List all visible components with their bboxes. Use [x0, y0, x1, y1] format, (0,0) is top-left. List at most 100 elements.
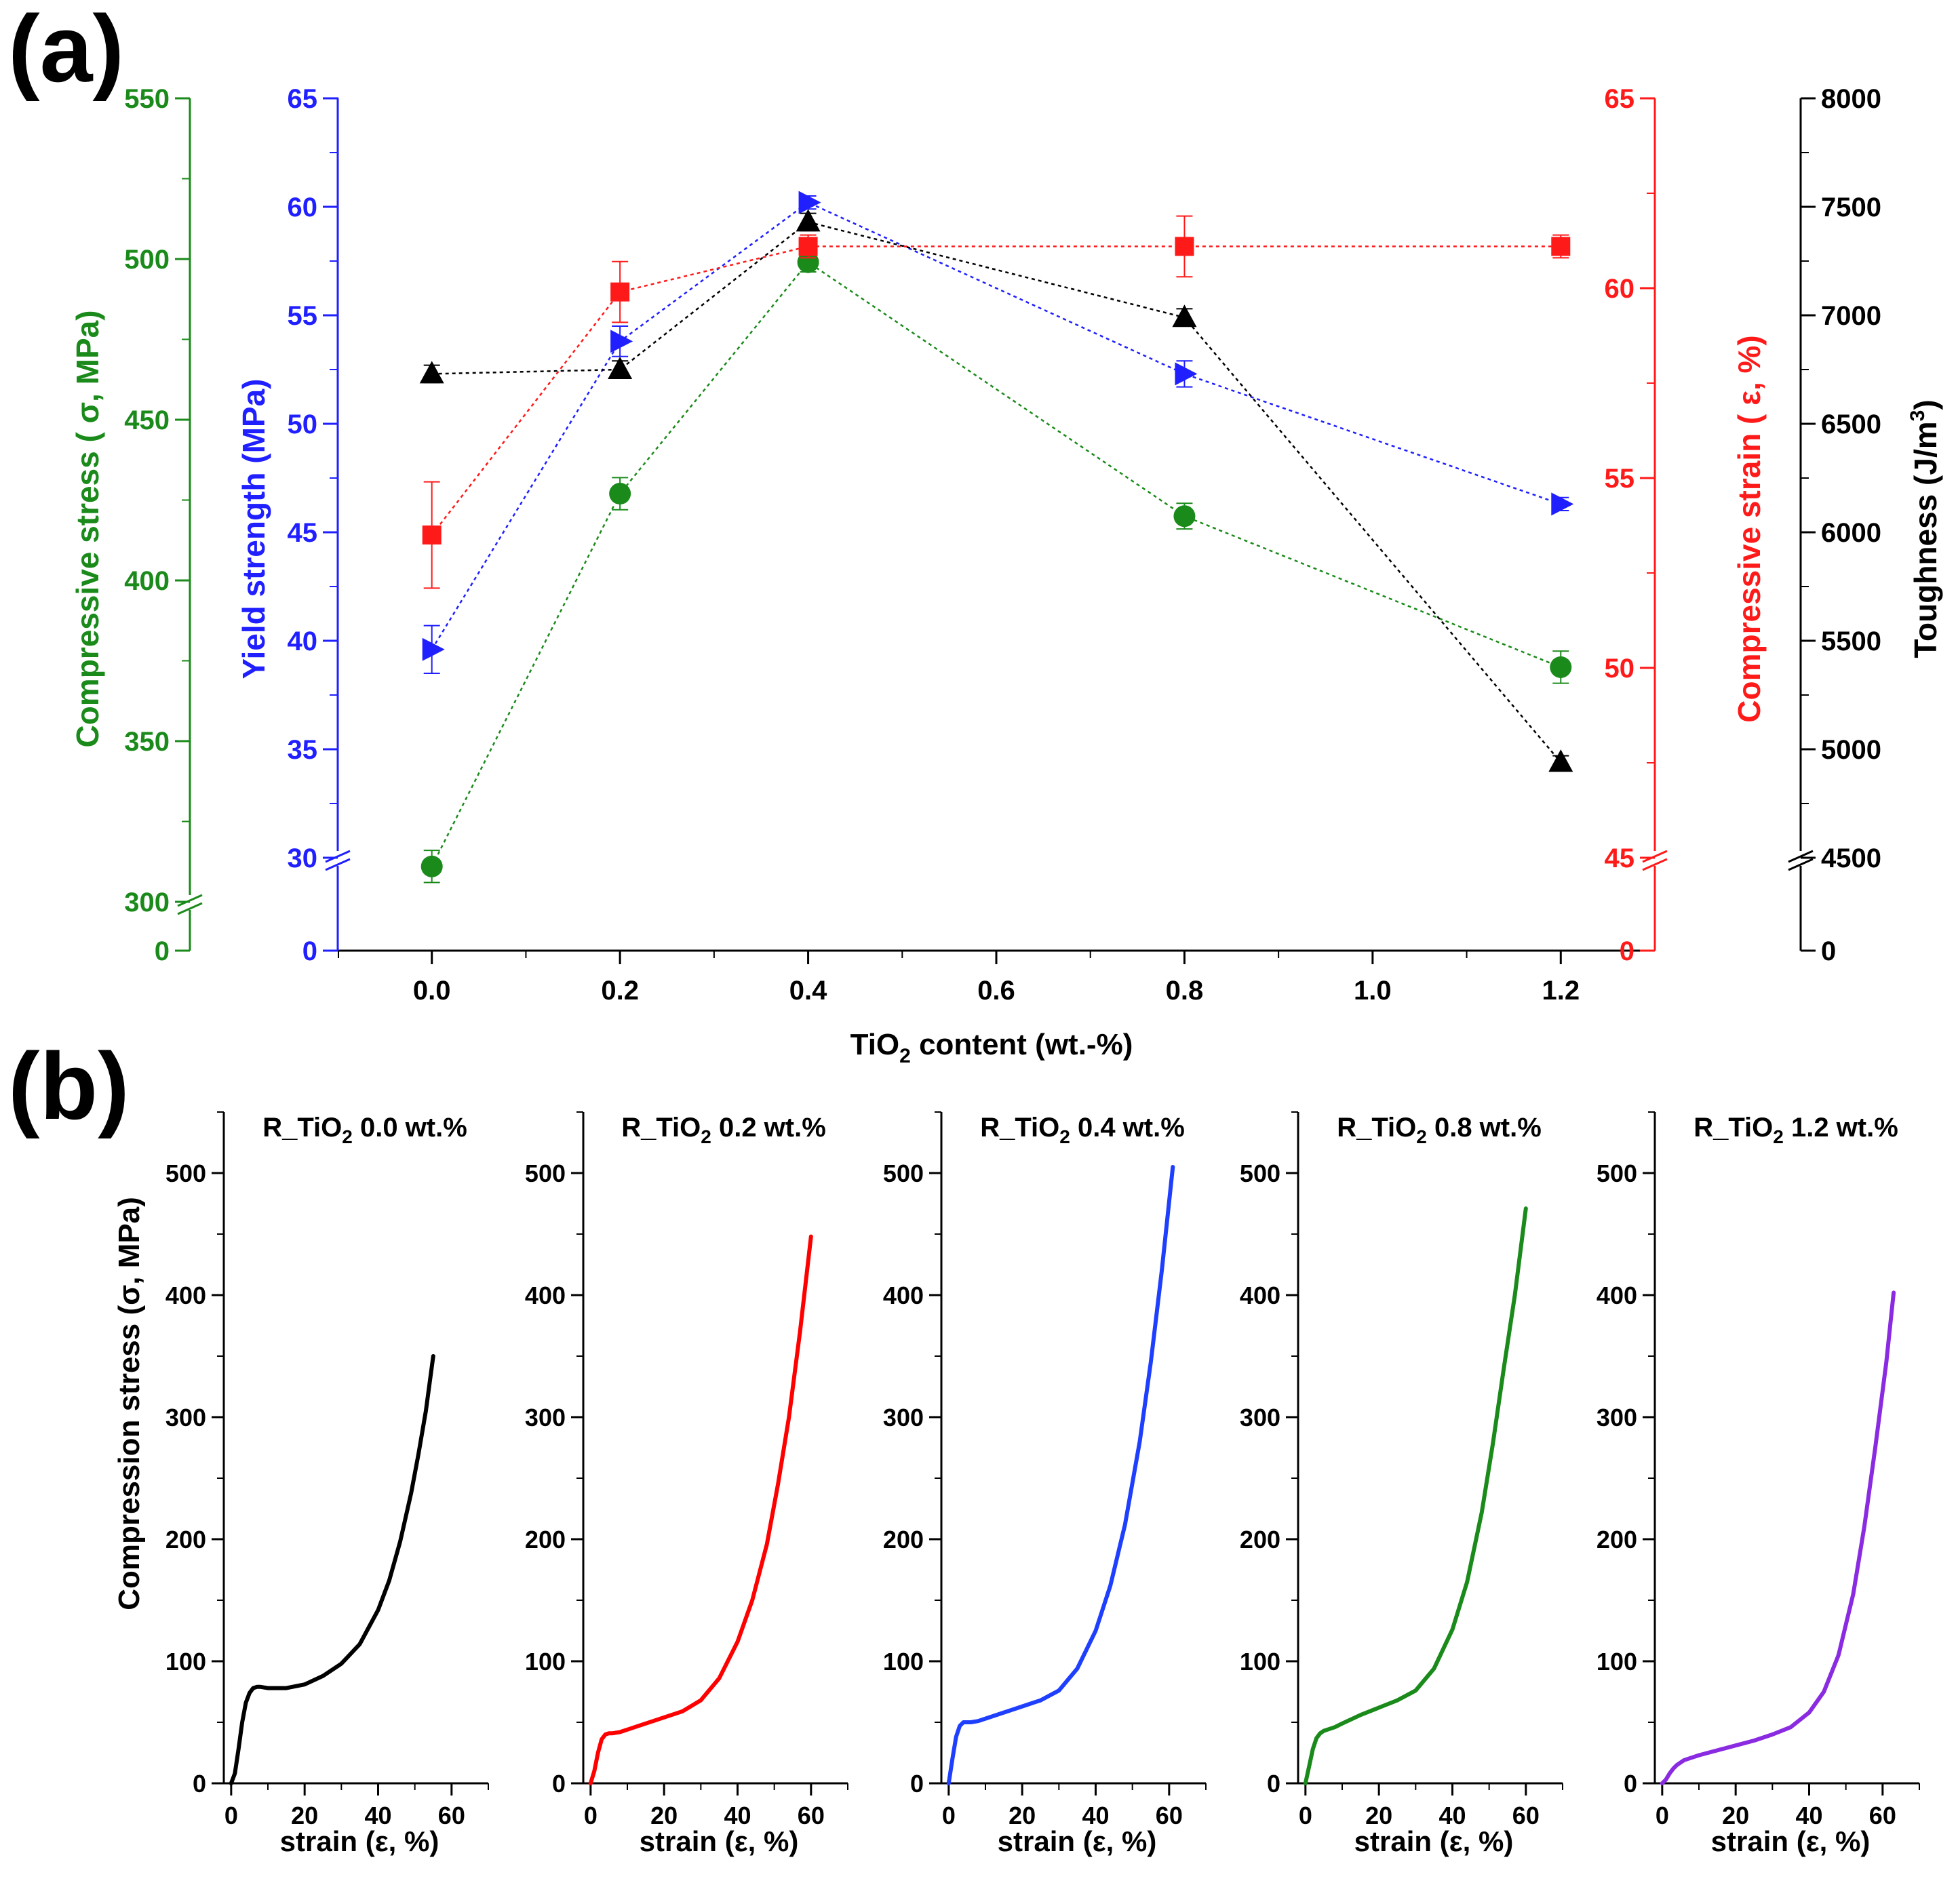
x-tick-label: 0 — [1656, 1802, 1669, 1829]
x-tick-label: 60 — [798, 1802, 825, 1829]
series-line-blue — [431, 201, 1561, 650]
y-tick-label: 400 — [165, 1282, 206, 1309]
data-point-green — [420, 855, 443, 877]
y-tick-label: 100 — [883, 1648, 924, 1675]
y-tick-label: 400 — [1597, 1282, 1637, 1309]
green-tick-label: 450 — [124, 405, 170, 435]
x-tick-label: 1.0 — [1354, 976, 1392, 1006]
stress-strain-curve-2 — [946, 1165, 1175, 1785]
y-tick-label: 200 — [525, 1526, 566, 1553]
blue-axis-break — [325, 858, 351, 871]
x-tick-label: 40 — [1438, 1802, 1466, 1829]
y-tick-label: 0 — [1267, 1770, 1280, 1798]
black-tick-label: 4500 — [1821, 844, 1881, 873]
y-tick-label: 0 — [1624, 1770, 1637, 1798]
blue-tick-label: 65 — [288, 84, 318, 114]
data-point-black — [1548, 749, 1573, 772]
data-point-red — [610, 282, 630, 302]
y-tick-label: 200 — [1240, 1526, 1280, 1553]
black-tick-label: 7500 — [1821, 193, 1881, 222]
subplot-title-2: R_TiO2 0.4 wt.% — [980, 1113, 1185, 1147]
y-tick-label: 500 — [1597, 1159, 1637, 1187]
blue-axis-label: Yield strength (MPa) — [236, 379, 271, 679]
x-tick-label: 40 — [1795, 1802, 1822, 1829]
subplot-title-0: R_TiO2 0.0 wt.% — [262, 1113, 467, 1147]
blue-tick-label: 45 — [288, 518, 318, 548]
y-tick-label: 300 — [1597, 1404, 1637, 1431]
y-tick-label: 400 — [1240, 1282, 1280, 1309]
red-tick-label: 60 — [1605, 274, 1635, 304]
x-tick-label: 20 — [291, 1802, 318, 1829]
red-tick-label: 45 — [1605, 844, 1635, 873]
panel-a-plot: 0.0 0.2 0.4 0.6 0.8 1.0 1.25505004504003503000… — [124, 84, 1881, 1006]
red-axis-break — [1642, 858, 1668, 871]
data-point-black — [419, 361, 444, 384]
y-tick-label: 0 — [552, 1770, 566, 1798]
x-tick-label: 60 — [1156, 1802, 1183, 1829]
series-line-green — [431, 261, 1561, 867]
y-tick-label: 0 — [910, 1770, 924, 1798]
red-axis-label: Compressive strain ( ε, %) — [1731, 335, 1767, 722]
x-tick-label: 0.6 — [977, 976, 1015, 1006]
x-tick-label: 0 — [584, 1802, 598, 1829]
subplot-xlabel-4: strain (ε, %) — [1711, 1825, 1871, 1857]
x-tick-label: 0 — [224, 1802, 238, 1829]
blue-tick-label: 50 — [288, 410, 318, 439]
y-tick-label: 0 — [193, 1770, 206, 1798]
black-tick-label: 6000 — [1821, 518, 1881, 548]
black-tick-label: 8000 — [1821, 84, 1881, 114]
data-point-red — [1551, 237, 1571, 256]
red-tick-label: 0 — [1620, 936, 1634, 966]
green-tick-label: 550 — [124, 84, 170, 114]
green-axis-break — [177, 902, 203, 915]
y-tick-label: 500 — [1240, 1159, 1280, 1187]
y-tick-label: 200 — [165, 1526, 206, 1553]
data-point-blue — [1551, 492, 1574, 516]
data-point-blue — [422, 637, 445, 661]
y-tick-label: 500 — [883, 1159, 924, 1187]
y-tick-label: 100 — [165, 1648, 206, 1675]
data-point-red — [1175, 237, 1194, 256]
x-tick-label: 60 — [438, 1802, 465, 1829]
x-tick-label: 0.0 — [413, 976, 451, 1006]
data-point-black — [796, 209, 821, 232]
y-tick-label: 200 — [883, 1526, 924, 1553]
data-point-blue — [1175, 362, 1198, 386]
subplot-xlabel-0: strain (ε, %) — [280, 1825, 439, 1857]
y-tick-label: 100 — [1240, 1648, 1280, 1675]
y-tick-label: 500 — [525, 1159, 566, 1187]
y-tick-label: 300 — [525, 1404, 566, 1431]
y-tick-label: 300 — [883, 1404, 924, 1431]
black-axis-label: Toughness (J/m3) — [1906, 399, 1943, 658]
blue-tick-label: 30 — [288, 844, 318, 873]
y-tick-label: 100 — [1597, 1648, 1637, 1675]
x-tick-label: 0 — [942, 1802, 956, 1829]
panel-a-xlabel: TiO2 content (wt.-%) — [850, 1028, 1133, 1067]
blue-axis-break — [325, 850, 351, 863]
green-axis-label: Compressive stress ( σ, MPa) — [70, 310, 105, 747]
y-tick-label: 300 — [1240, 1404, 1280, 1431]
green-tick-label: 300 — [124, 888, 170, 917]
panel-b-ylabel: Compression stress (σ, MPa) — [113, 1197, 146, 1610]
red-tick-label: 55 — [1605, 464, 1635, 494]
subplot-xlabel-3: strain (ε, %) — [1354, 1825, 1514, 1857]
black-tick-label: 6500 — [1821, 410, 1881, 439]
data-point-black — [1172, 304, 1197, 328]
x-tick-label: 20 — [1722, 1802, 1749, 1829]
x-tick-label: 0.8 — [1166, 976, 1204, 1006]
x-tick-label: 1.2 — [1542, 976, 1580, 1006]
series-line-red — [431, 245, 1561, 536]
data-point-blue — [610, 330, 633, 353]
x-tick-label: 20 — [1365, 1802, 1392, 1829]
x-tick-label: 60 — [1869, 1802, 1896, 1829]
green-tick-label: 400 — [124, 566, 170, 596]
black-tick-label: 5000 — [1821, 735, 1881, 765]
black-tick-label: 0 — [1821, 936, 1836, 966]
panel-b-label: (b) — [8, 1033, 130, 1139]
data-point-red — [798, 237, 818, 256]
x-tick-label: 0 — [1299, 1802, 1312, 1829]
stress-strain-curve-1 — [588, 1234, 813, 1785]
data-point-green — [1173, 505, 1196, 528]
data-point-red — [422, 525, 442, 544]
